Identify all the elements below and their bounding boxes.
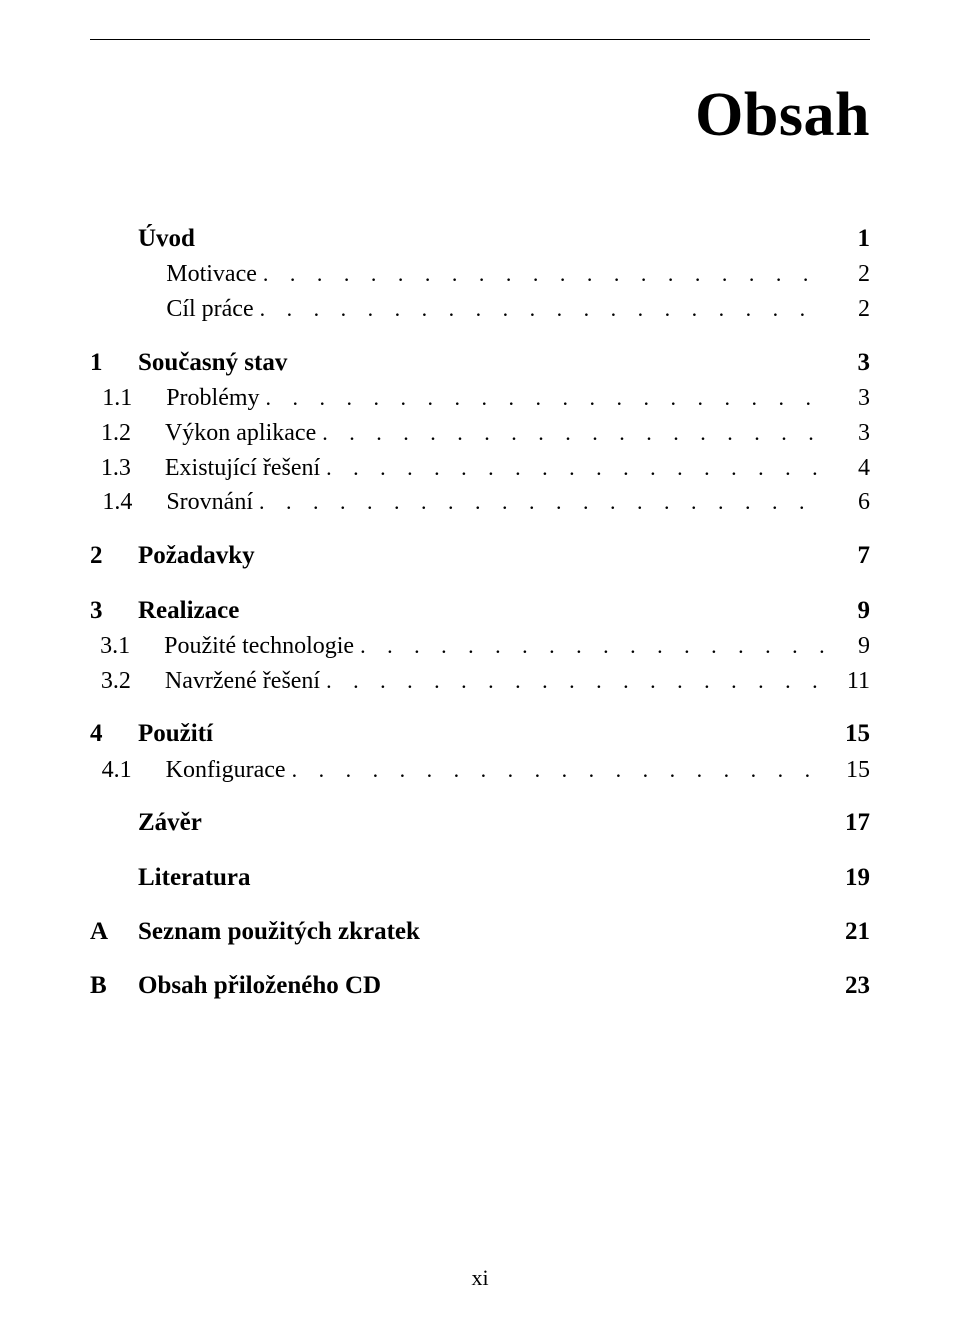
section-page: 3 — [824, 381, 870, 416]
chapter-label: Realizace — [138, 593, 245, 629]
chapter-label: Současný stav — [138, 345, 293, 381]
section-label: Existující řešení — [165, 451, 326, 486]
toc-leaders — [260, 293, 824, 325]
section-number: 3.1 — [100, 629, 164, 664]
section-label: Použité technologie — [164, 629, 360, 664]
section-page: 11 — [824, 664, 870, 699]
chapter-page: 7 — [824, 538, 870, 574]
toc-section-row: Motivace 2 — [90, 257, 870, 292]
chapter-page: 21 — [824, 914, 870, 950]
chapter-number: 2 — [90, 538, 138, 574]
toc-leaders — [322, 417, 824, 449]
chapter-page: 15 — [824, 716, 870, 752]
chapter-number: 3 — [90, 593, 138, 629]
section-number: 1.1 — [102, 381, 166, 416]
toc-section-row: 3.2Navržené řešení 11 — [90, 664, 870, 699]
chapter-label: Obsah přiloženého CD — [138, 968, 387, 1004]
chapter-number: A — [90, 914, 138, 950]
toc-leaders — [259, 486, 824, 518]
section-page: 15 — [824, 753, 870, 788]
chapter-number: 1 — [90, 345, 138, 381]
page-title: Obsah — [90, 80, 870, 151]
toc-section-row: 1.3Existující řešení 4 — [90, 451, 870, 486]
chapter-number: 4 — [90, 716, 138, 752]
toc-leaders — [263, 258, 824, 290]
toc-chapter-row: ASeznam použitých zkratek 21 — [90, 914, 870, 950]
toc-chapter-row: 3Realizace 9 — [90, 593, 870, 629]
section-page: 9 — [824, 629, 870, 664]
chapter-page: 19 — [824, 860, 870, 896]
chapter-label: Seznam použitých zkratek — [138, 914, 426, 950]
section-page: 2 — [824, 292, 870, 327]
chapter-page: 3 — [824, 345, 870, 381]
chapter-number: B — [90, 968, 138, 1004]
chapter-page: 23 — [824, 968, 870, 1004]
section-label: Výkon aplikace — [165, 416, 322, 451]
toc-chapter-row: 1Současný stav 3 — [90, 345, 870, 381]
toc-leaders — [266, 382, 824, 414]
toc-leaders — [360, 630, 824, 662]
chapter-label: Literatura — [138, 860, 256, 896]
section-number: 1.4 — [102, 485, 166, 520]
chapter-page: 17 — [824, 805, 870, 841]
section-label: Motivace — [166, 257, 263, 292]
toc-chapter-row: Literatura 19 — [90, 860, 870, 896]
toc-section-row: 4.1Konfigurace 15 — [90, 753, 870, 788]
section-page: 3 — [824, 416, 870, 451]
section-label: Srovnání — [166, 485, 259, 520]
toc-chapter-row: BObsah přiloženého CD 23 — [90, 968, 870, 1004]
section-page: 6 — [824, 485, 870, 520]
top-rule — [90, 39, 870, 40]
chapter-page: 9 — [824, 593, 870, 629]
section-number: 3.2 — [101, 664, 165, 699]
section-number: 1.3 — [101, 451, 165, 486]
chapter-label: Závěr — [138, 805, 208, 841]
section-label: Problémy — [166, 381, 265, 416]
section-label: Navržené řešení — [165, 664, 326, 699]
toc-section-row: Cíl práce 2 — [90, 292, 870, 327]
toc-list: Úvod1Motivace2Cíl práce21Současný stav31… — [90, 221, 870, 1004]
toc-page: Obsah Úvod1Motivace2Cíl práce21Současný … — [0, 0, 960, 1343]
section-label: Cíl práce — [166, 292, 259, 327]
toc-section-row: 3.1Použité technologie 9 — [90, 629, 870, 664]
toc-section-row: 1.4Srovnání 6 — [90, 485, 870, 520]
section-label: Konfigurace — [166, 753, 292, 788]
section-page: 2 — [824, 257, 870, 292]
section-number: 1.2 — [101, 416, 165, 451]
toc-chapter-row: Závěr 17 — [90, 805, 870, 841]
chapter-page: 1 — [824, 221, 870, 257]
toc-leaders — [326, 452, 824, 484]
toc-leaders — [292, 754, 824, 786]
toc-chapter-row: 2Požadavky 7 — [90, 538, 870, 574]
section-page: 4 — [824, 451, 870, 486]
toc-section-row: 1.2Výkon aplikace 3 — [90, 416, 870, 451]
chapter-label: Požadavky — [138, 538, 261, 574]
page-number: xi — [0, 1265, 960, 1291]
toc-section-row: 1.1Problémy 3 — [90, 381, 870, 416]
chapter-label: Úvod — [138, 221, 201, 257]
toc-chapter-row: Úvod 1 — [90, 221, 870, 257]
chapter-label: Použití — [138, 716, 219, 752]
section-number: 4.1 — [102, 753, 166, 788]
toc-leaders — [326, 665, 824, 697]
toc-chapter-row: 4Použití 15 — [90, 716, 870, 752]
